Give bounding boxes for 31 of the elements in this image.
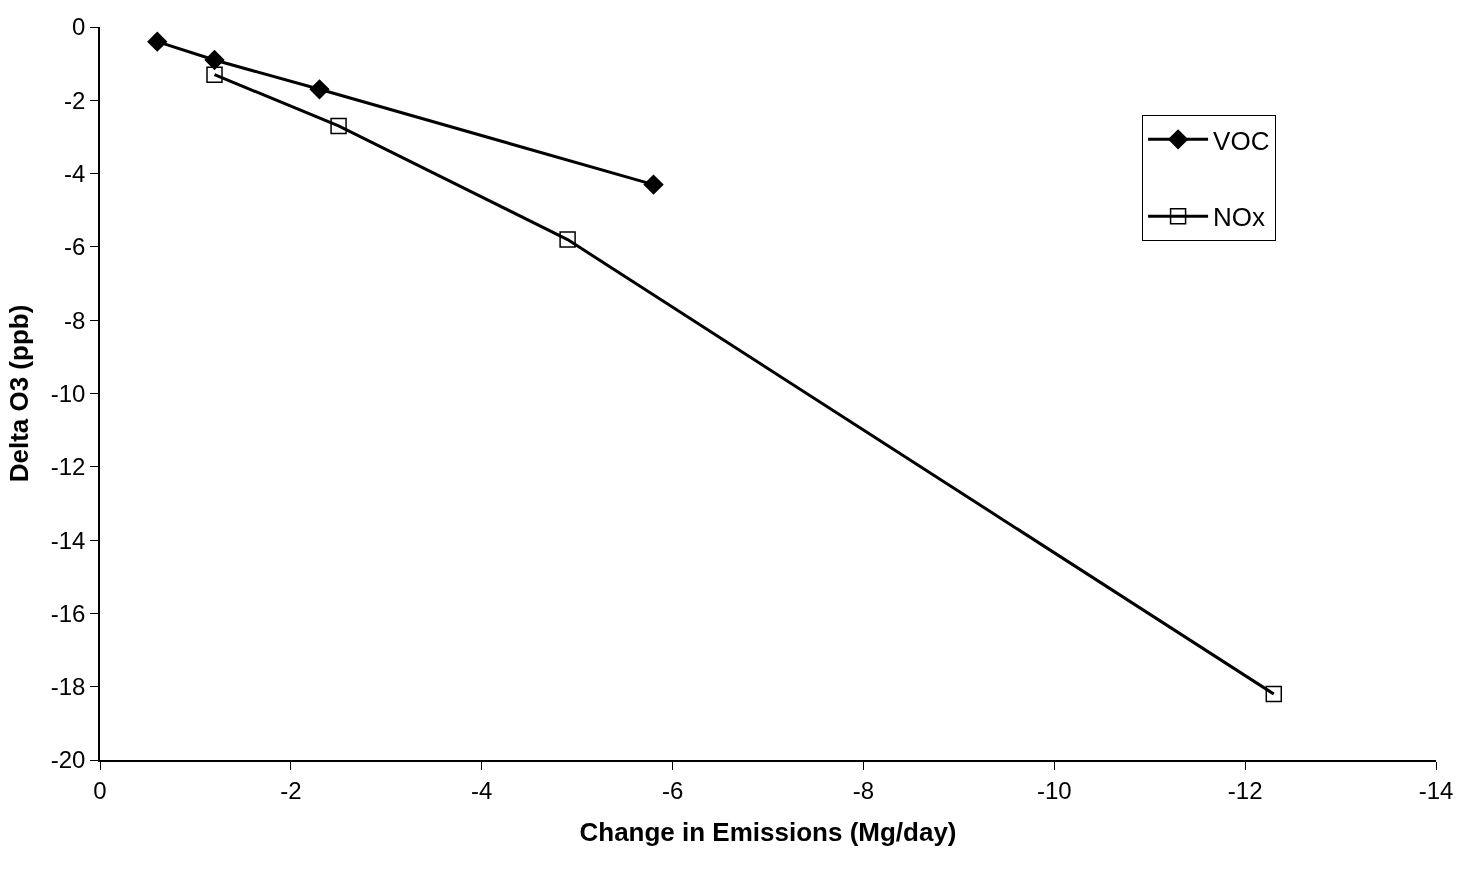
legend-label: VOC (1213, 125, 1270, 156)
point (206, 66, 223, 83)
point (559, 231, 576, 248)
y-tick-label: -6 (64, 233, 86, 261)
point (1265, 685, 1283, 703)
x-tick-label: 0 (93, 776, 107, 804)
y-tick-label: -20 (50, 746, 86, 774)
point (330, 117, 347, 135)
y-tick-label: -16 (50, 599, 86, 627)
x-tick-label: -4 (471, 776, 493, 804)
y-tick-label: -18 (50, 673, 86, 701)
x-tick-label: -2 (280, 776, 302, 804)
x-tick-label: -10 (1036, 776, 1072, 804)
y-tick-label: -2 (64, 86, 86, 114)
y-tick-label: -8 (64, 306, 86, 334)
y-axis-title: Delta O3 (ppb) (3, 304, 34, 483)
x-axis-title: Change in Emissions (Mg/day) (579, 816, 957, 847)
x-tick-label: -12 (1227, 776, 1263, 804)
point (204, 50, 225, 70)
x-tick-label: -14 (1418, 776, 1454, 804)
x-tick-label: -6 (661, 776, 684, 804)
y-tick-label: -4 (64, 160, 86, 187)
x-tick-label: -8 (852, 776, 875, 804)
y-tick-label: -12 (50, 453, 86, 481)
point (643, 174, 664, 195)
point (147, 31, 168, 52)
point (309, 79, 330, 100)
y-tick-label: -10 (50, 379, 86, 407)
legend-label: NOx (1213, 202, 1266, 233)
y-tick-label: 0 (72, 13, 86, 41)
y-tick-label: -14 (50, 526, 86, 554)
